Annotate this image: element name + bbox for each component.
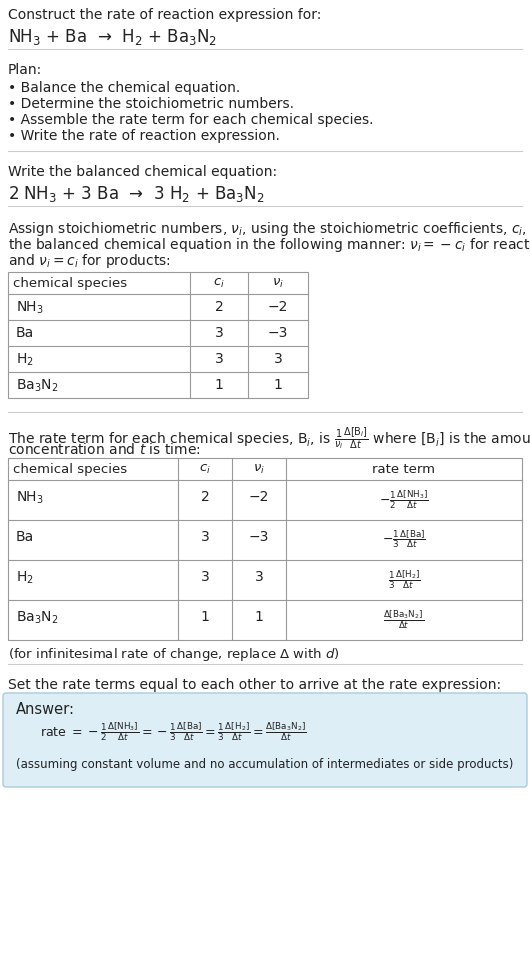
Text: 1: 1: [254, 610, 263, 624]
Text: 2 NH$_3$ + 3 Ba  →  3 H$_2$ + Ba$_3$N$_2$: 2 NH$_3$ + 3 Ba → 3 H$_2$ + Ba$_3$N$_2$: [8, 184, 265, 204]
FancyBboxPatch shape: [3, 693, 527, 787]
Text: the balanced chemical equation in the following manner: $\nu_i = -c_i$ for react: the balanced chemical equation in the fo…: [8, 236, 530, 254]
Text: Ba$_3$N$_2$: Ba$_3$N$_2$: [16, 610, 58, 627]
Text: 2: 2: [215, 300, 223, 314]
Text: 3: 3: [201, 570, 209, 584]
Text: −2: −2: [268, 300, 288, 314]
Text: $\nu_i$: $\nu_i$: [272, 277, 284, 290]
Text: 1: 1: [215, 378, 224, 392]
Text: −3: −3: [249, 530, 269, 544]
Text: 3: 3: [254, 570, 263, 584]
Text: $c_i$: $c_i$: [199, 463, 211, 476]
Text: • Write the rate of reaction expression.: • Write the rate of reaction expression.: [8, 129, 280, 143]
Text: Ba: Ba: [16, 530, 34, 544]
Text: NH$_3$: NH$_3$: [16, 300, 44, 316]
Text: concentration and $t$ is time:: concentration and $t$ is time:: [8, 442, 201, 457]
Bar: [8, 272, 308, 398]
Bar: [8, 458, 522, 640]
Text: −3: −3: [268, 326, 288, 340]
Text: 3: 3: [201, 530, 209, 544]
Text: Set the rate terms equal to each other to arrive at the rate expression:: Set the rate terms equal to each other t…: [8, 678, 501, 692]
Text: $-\frac{1}{3}\frac{\Delta[\mathrm{Ba}]}{\Delta t}$: $-\frac{1}{3}\frac{\Delta[\mathrm{Ba}]}{…: [382, 528, 426, 549]
Text: Write the balanced chemical equation:: Write the balanced chemical equation:: [8, 165, 277, 179]
Text: rate term: rate term: [373, 463, 436, 476]
Text: • Assemble the rate term for each chemical species.: • Assemble the rate term for each chemic…: [8, 113, 374, 127]
Text: 1: 1: [200, 610, 209, 624]
Text: (for infinitesimal rate of change, replace Δ with $d$): (for infinitesimal rate of change, repla…: [8, 646, 340, 663]
Text: Answer:: Answer:: [16, 702, 75, 717]
Text: $c_i$: $c_i$: [213, 277, 225, 290]
Text: 3: 3: [215, 326, 223, 340]
Text: • Balance the chemical equation.: • Balance the chemical equation.: [8, 81, 240, 95]
Text: Ba: Ba: [16, 326, 34, 340]
Text: H$_2$: H$_2$: [16, 352, 34, 368]
Text: H$_2$: H$_2$: [16, 570, 34, 587]
Text: 3: 3: [273, 352, 282, 366]
Text: chemical species: chemical species: [13, 277, 127, 290]
Text: rate $= -\frac{1}{2}\frac{\Delta[\mathrm{NH_3}]}{\Delta t} = -\frac{1}{3}\frac{\: rate $= -\frac{1}{2}\frac{\Delta[\mathrm…: [40, 720, 307, 743]
Text: 2: 2: [201, 490, 209, 504]
Text: $\frac{1}{3}\frac{\Delta[\mathrm{H_2}]}{\Delta t}$: $\frac{1}{3}\frac{\Delta[\mathrm{H_2}]}{…: [387, 568, 420, 590]
Text: chemical species: chemical species: [13, 463, 127, 476]
Text: 1: 1: [273, 378, 282, 392]
Text: and $\nu_i = c_i$ for products:: and $\nu_i = c_i$ for products:: [8, 252, 171, 270]
Text: $\nu_i$: $\nu_i$: [253, 463, 265, 476]
Text: • Determine the stoichiometric numbers.: • Determine the stoichiometric numbers.: [8, 97, 294, 111]
Text: NH$_3$ + Ba  →  H$_2$ + Ba$_3$N$_2$: NH$_3$ + Ba → H$_2$ + Ba$_3$N$_2$: [8, 27, 217, 47]
Text: (assuming constant volume and no accumulation of intermediates or side products): (assuming constant volume and no accumul…: [16, 758, 514, 771]
Text: −2: −2: [249, 490, 269, 504]
Text: Construct the rate of reaction expression for:: Construct the rate of reaction expressio…: [8, 8, 321, 22]
Text: NH$_3$: NH$_3$: [16, 490, 44, 507]
Text: Ba$_3$N$_2$: Ba$_3$N$_2$: [16, 378, 58, 394]
Text: The rate term for each chemical species, B$_i$, is $\frac{1}{\nu_i}\frac{\Delta[: The rate term for each chemical species,…: [8, 426, 530, 452]
Text: $\frac{\Delta[\mathrm{Ba_3N_2}]}{\Delta t}$: $\frac{\Delta[\mathrm{Ba_3N_2}]}{\Delta …: [383, 608, 425, 630]
Text: Plan:: Plan:: [8, 63, 42, 77]
Text: 3: 3: [215, 352, 223, 366]
Text: Assign stoichiometric numbers, $\nu_i$, using the stoichiometric coefficients, $: Assign stoichiometric numbers, $\nu_i$, …: [8, 220, 530, 238]
Text: $-\frac{1}{2}\frac{\Delta[\mathrm{NH_3}]}{\Delta t}$: $-\frac{1}{2}\frac{\Delta[\mathrm{NH_3}]…: [379, 488, 429, 510]
